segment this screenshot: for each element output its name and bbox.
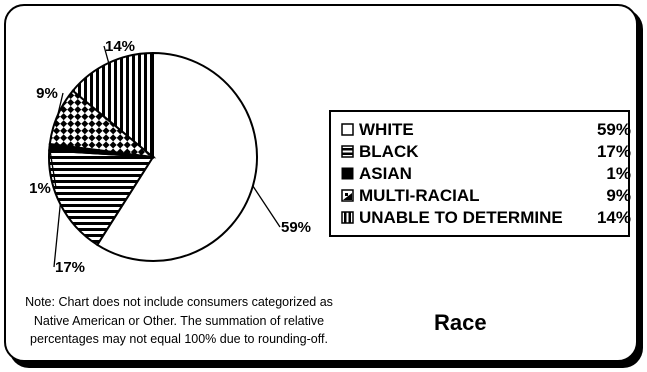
- leader-line-asian: [48, 147, 57, 189]
- chart-title: Race: [434, 310, 487, 335]
- legend-item-black: BLACK 17%: [341, 142, 631, 162]
- data-label-asian: 1%: [29, 180, 51, 197]
- legend-swatch-asian: [341, 167, 354, 180]
- legend-value-black: 17%: [596, 142, 631, 161]
- pie-leader-lines: [48, 45, 281, 268]
- leader-line-unable: [103, 45, 110, 64]
- footnote-line-3: percentages may not equal 100% due to ro…: [30, 332, 328, 346]
- legend-item-white: WHITE 59%: [341, 120, 631, 140]
- footnote-line-2: Native American or Other. The summation …: [33, 313, 325, 328]
- legend-label-multi: MULTI-RACIAL: [359, 186, 480, 205]
- leader-line-black: [53, 204, 61, 268]
- legend-item-multi: MULTI-RACIAL 9%: [341, 186, 631, 206]
- data-label-black: 17%: [55, 259, 85, 276]
- legend-item-unable: UNABLE TO DETERMINE 14%: [341, 208, 631, 228]
- legend-swatch-black: [341, 145, 354, 158]
- leader-line-multi: [56, 92, 64, 116]
- pie-slices: [48, 51, 258, 262]
- legend: WHITE 59% BLACK 17% ASIAN 1% MULTI-RACIA…: [329, 110, 631, 237]
- footnote-line-1: Note: Chart does not include consumers c…: [25, 295, 333, 309]
- data-label-white: 59%: [281, 219, 311, 236]
- legend-value-multi: 9%: [606, 186, 631, 205]
- data-label-multi: 9%: [36, 85, 58, 102]
- legend-label-asian: ASIAN: [359, 164, 412, 183]
- legend-swatch-multi: [341, 189, 354, 202]
- legend-swatch-white: [341, 123, 354, 136]
- pie-slice-white: [95, 51, 258, 262]
- legend-item-asian: ASIAN 1%: [341, 164, 631, 184]
- legend-label-black: BLACK: [359, 142, 419, 161]
- chart-footnote: Note: Chart does not include consumers c…: [14, 293, 344, 349]
- legend-value-asian: 1%: [606, 164, 631, 183]
- pie-data-labels: 59% 17% 1% 9% 14%: [29, 38, 311, 276]
- legend-label-white: WHITE: [359, 120, 414, 139]
- legend-value-white: 59%: [596, 120, 631, 139]
- legend-value-unable: 14%: [596, 208, 631, 227]
- legend-swatch-unable: [341, 211, 354, 224]
- legend-label-unable: UNABLE TO DETERMINE: [359, 208, 563, 227]
- data-label-unable: 14%: [105, 38, 135, 55]
- pie-slice-unable: [71, 51, 154, 160]
- leader-line-white: [252, 185, 281, 228]
